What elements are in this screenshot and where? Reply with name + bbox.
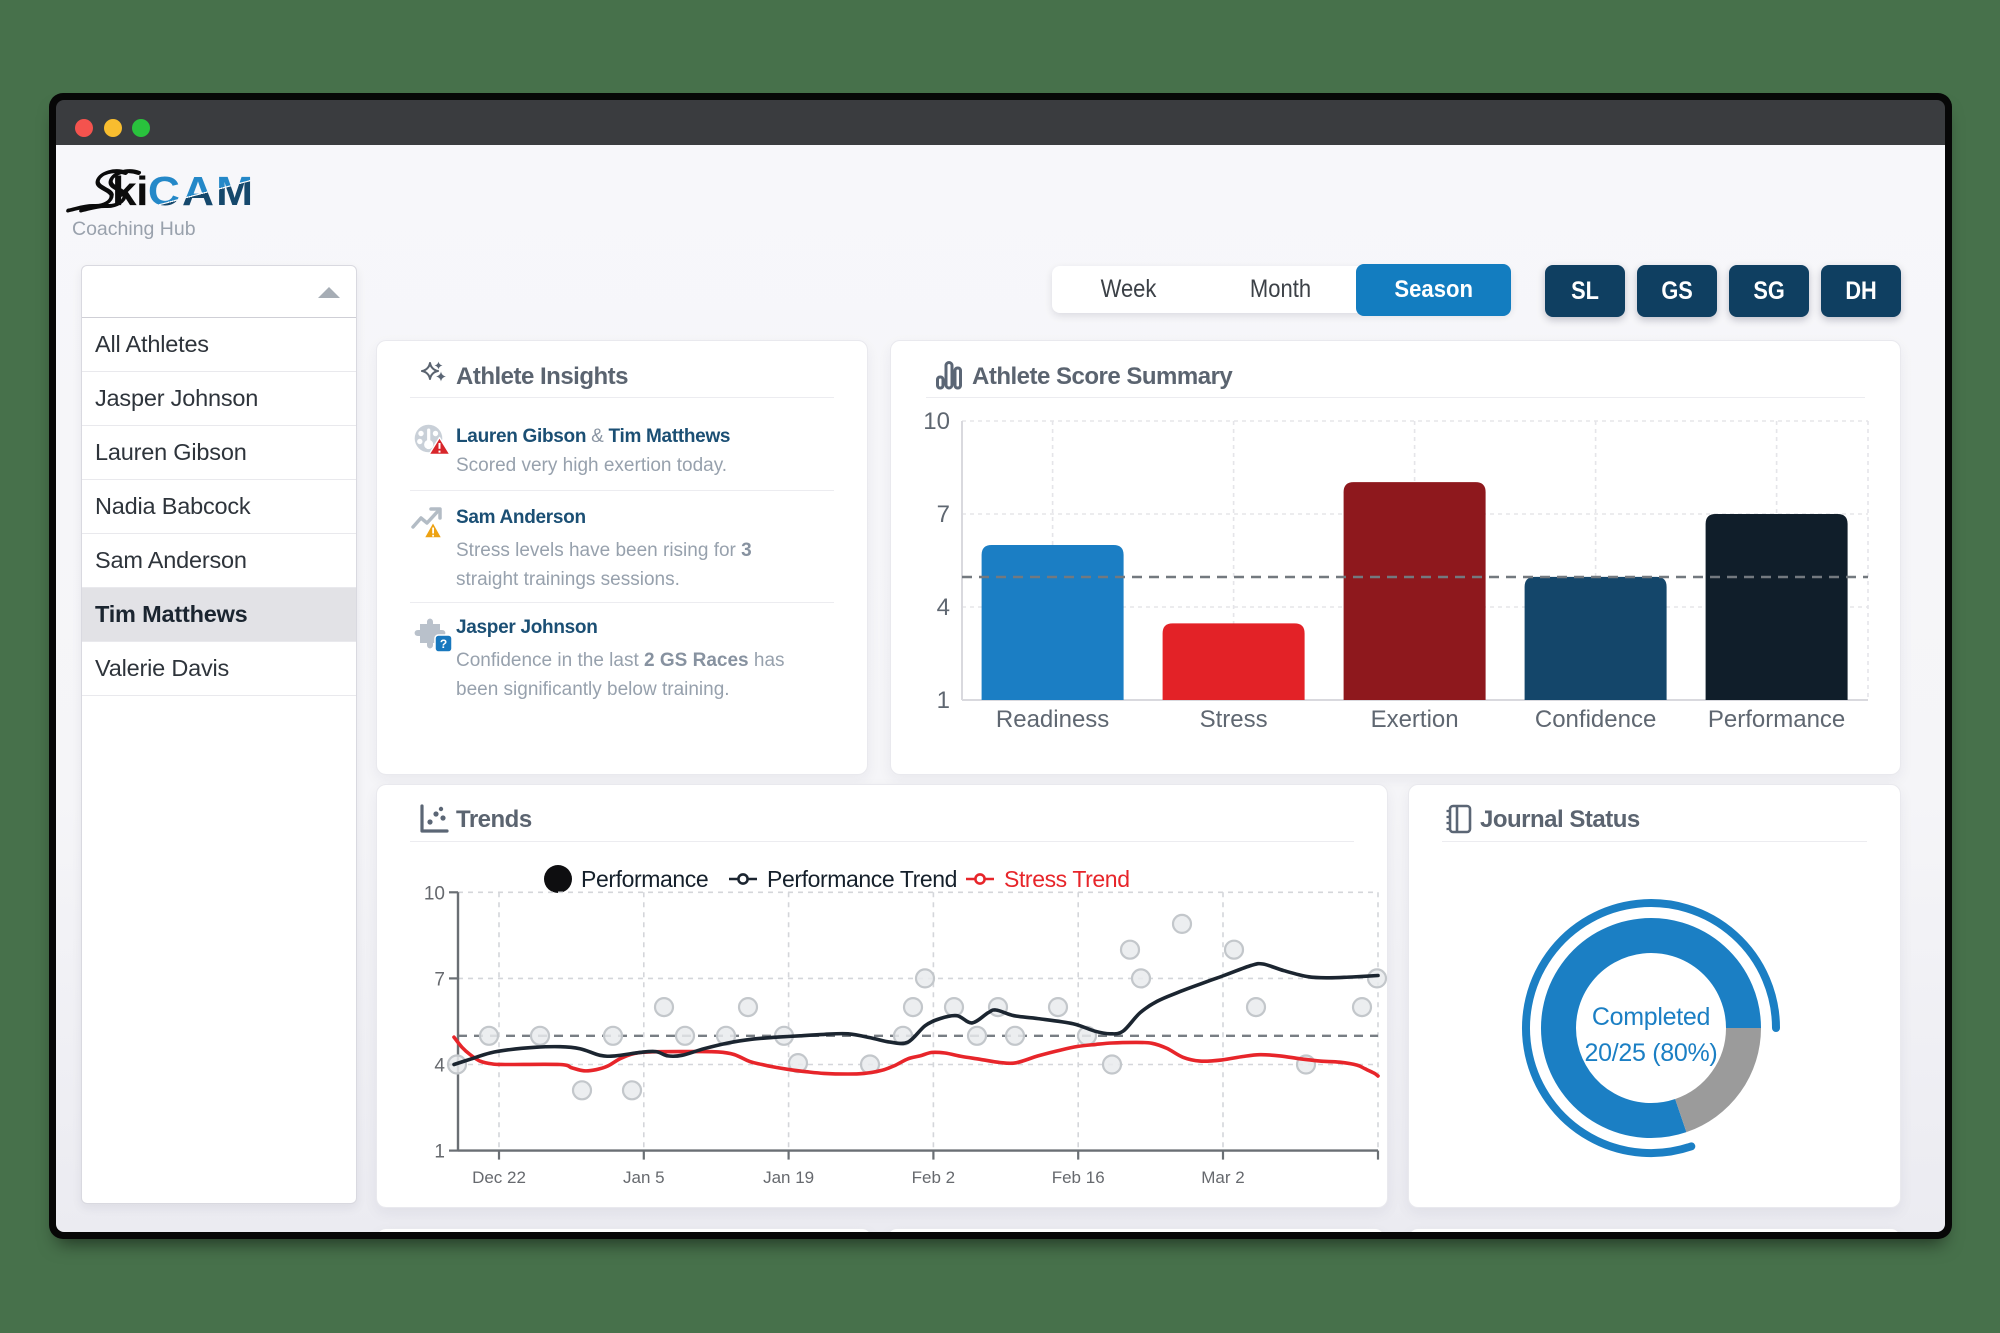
svg-text:1: 1 <box>434 1142 445 1163</box>
svg-text:Confidence: Confidence <box>1535 706 1656 733</box>
svg-text:Mar 2: Mar 2 <box>1201 1168 1244 1187</box>
svg-text:?: ? <box>440 637 447 651</box>
svg-text:7: 7 <box>434 969 445 990</box>
svg-text:20/25 (80%): 20/25 (80%) <box>1585 1039 1718 1067</box>
svg-text:1: 1 <box>937 687 950 714</box>
svg-text:Performance Trend: Performance Trend <box>767 866 957 892</box>
svg-text:Feb 2: Feb 2 <box>912 1168 955 1187</box>
svg-text:4: 4 <box>434 1056 445 1077</box>
svg-text:10: 10 <box>923 408 950 435</box>
svg-text:Jan 19: Jan 19 <box>763 1168 814 1187</box>
svg-text:Exertion: Exertion <box>1371 706 1459 733</box>
svg-text:Feb 16: Feb 16 <box>1052 1168 1105 1187</box>
svg-text:10: 10 <box>424 883 445 904</box>
svg-text:Performance: Performance <box>581 866 708 892</box>
svg-text:7: 7 <box>937 501 950 528</box>
svg-text:Stress Trend: Stress Trend <box>1004 866 1130 892</box>
svg-text:Jan 5: Jan 5 <box>623 1168 665 1187</box>
svg-text:4: 4 <box>937 594 950 621</box>
svg-text:Completed: Completed <box>1592 1003 1710 1031</box>
svg-text:Readiness: Readiness <box>996 706 1109 733</box>
svg-text:Dec 22: Dec 22 <box>472 1168 526 1187</box>
svg-text:Stress: Stress <box>1200 706 1268 733</box>
svg-text:Performance: Performance <box>1708 706 1845 733</box>
